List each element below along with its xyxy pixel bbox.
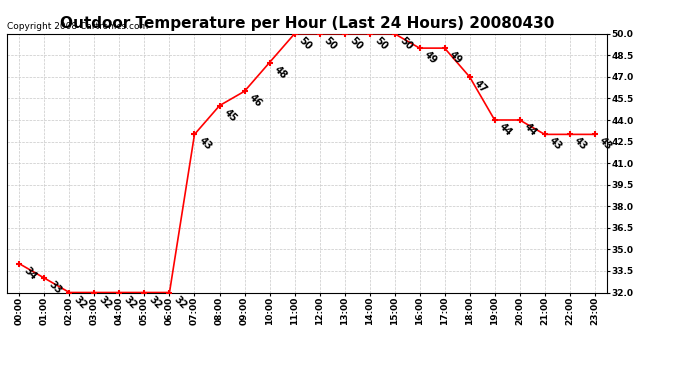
Text: 46: 46 [247,93,264,109]
Title: Outdoor Temperature per Hour (Last 24 Hours) 20080430: Outdoor Temperature per Hour (Last 24 Ho… [60,16,554,31]
Text: 49: 49 [447,50,464,66]
Text: 43: 43 [598,136,614,152]
Text: 50: 50 [297,35,314,52]
Text: 50: 50 [322,35,339,52]
Text: 34: 34 [22,265,39,282]
Text: 45: 45 [222,107,239,124]
Text: 43: 43 [547,136,564,152]
Text: 33: 33 [47,279,63,296]
Text: 44: 44 [497,122,514,138]
Text: 32: 32 [72,294,89,310]
Text: 48: 48 [273,64,289,81]
Text: Copyright 2008 Cartronics.com: Copyright 2008 Cartronics.com [7,22,148,31]
Text: 47: 47 [473,78,489,95]
Text: 32: 32 [122,294,139,310]
Text: 50: 50 [397,35,414,52]
Text: 43: 43 [197,136,214,152]
Text: 32: 32 [172,294,189,310]
Text: 50: 50 [373,35,389,52]
Text: 44: 44 [522,122,539,138]
Text: 32: 32 [147,294,164,310]
Text: 49: 49 [422,50,439,66]
Text: 32: 32 [97,294,114,310]
Text: 50: 50 [347,35,364,52]
Text: 43: 43 [573,136,589,152]
